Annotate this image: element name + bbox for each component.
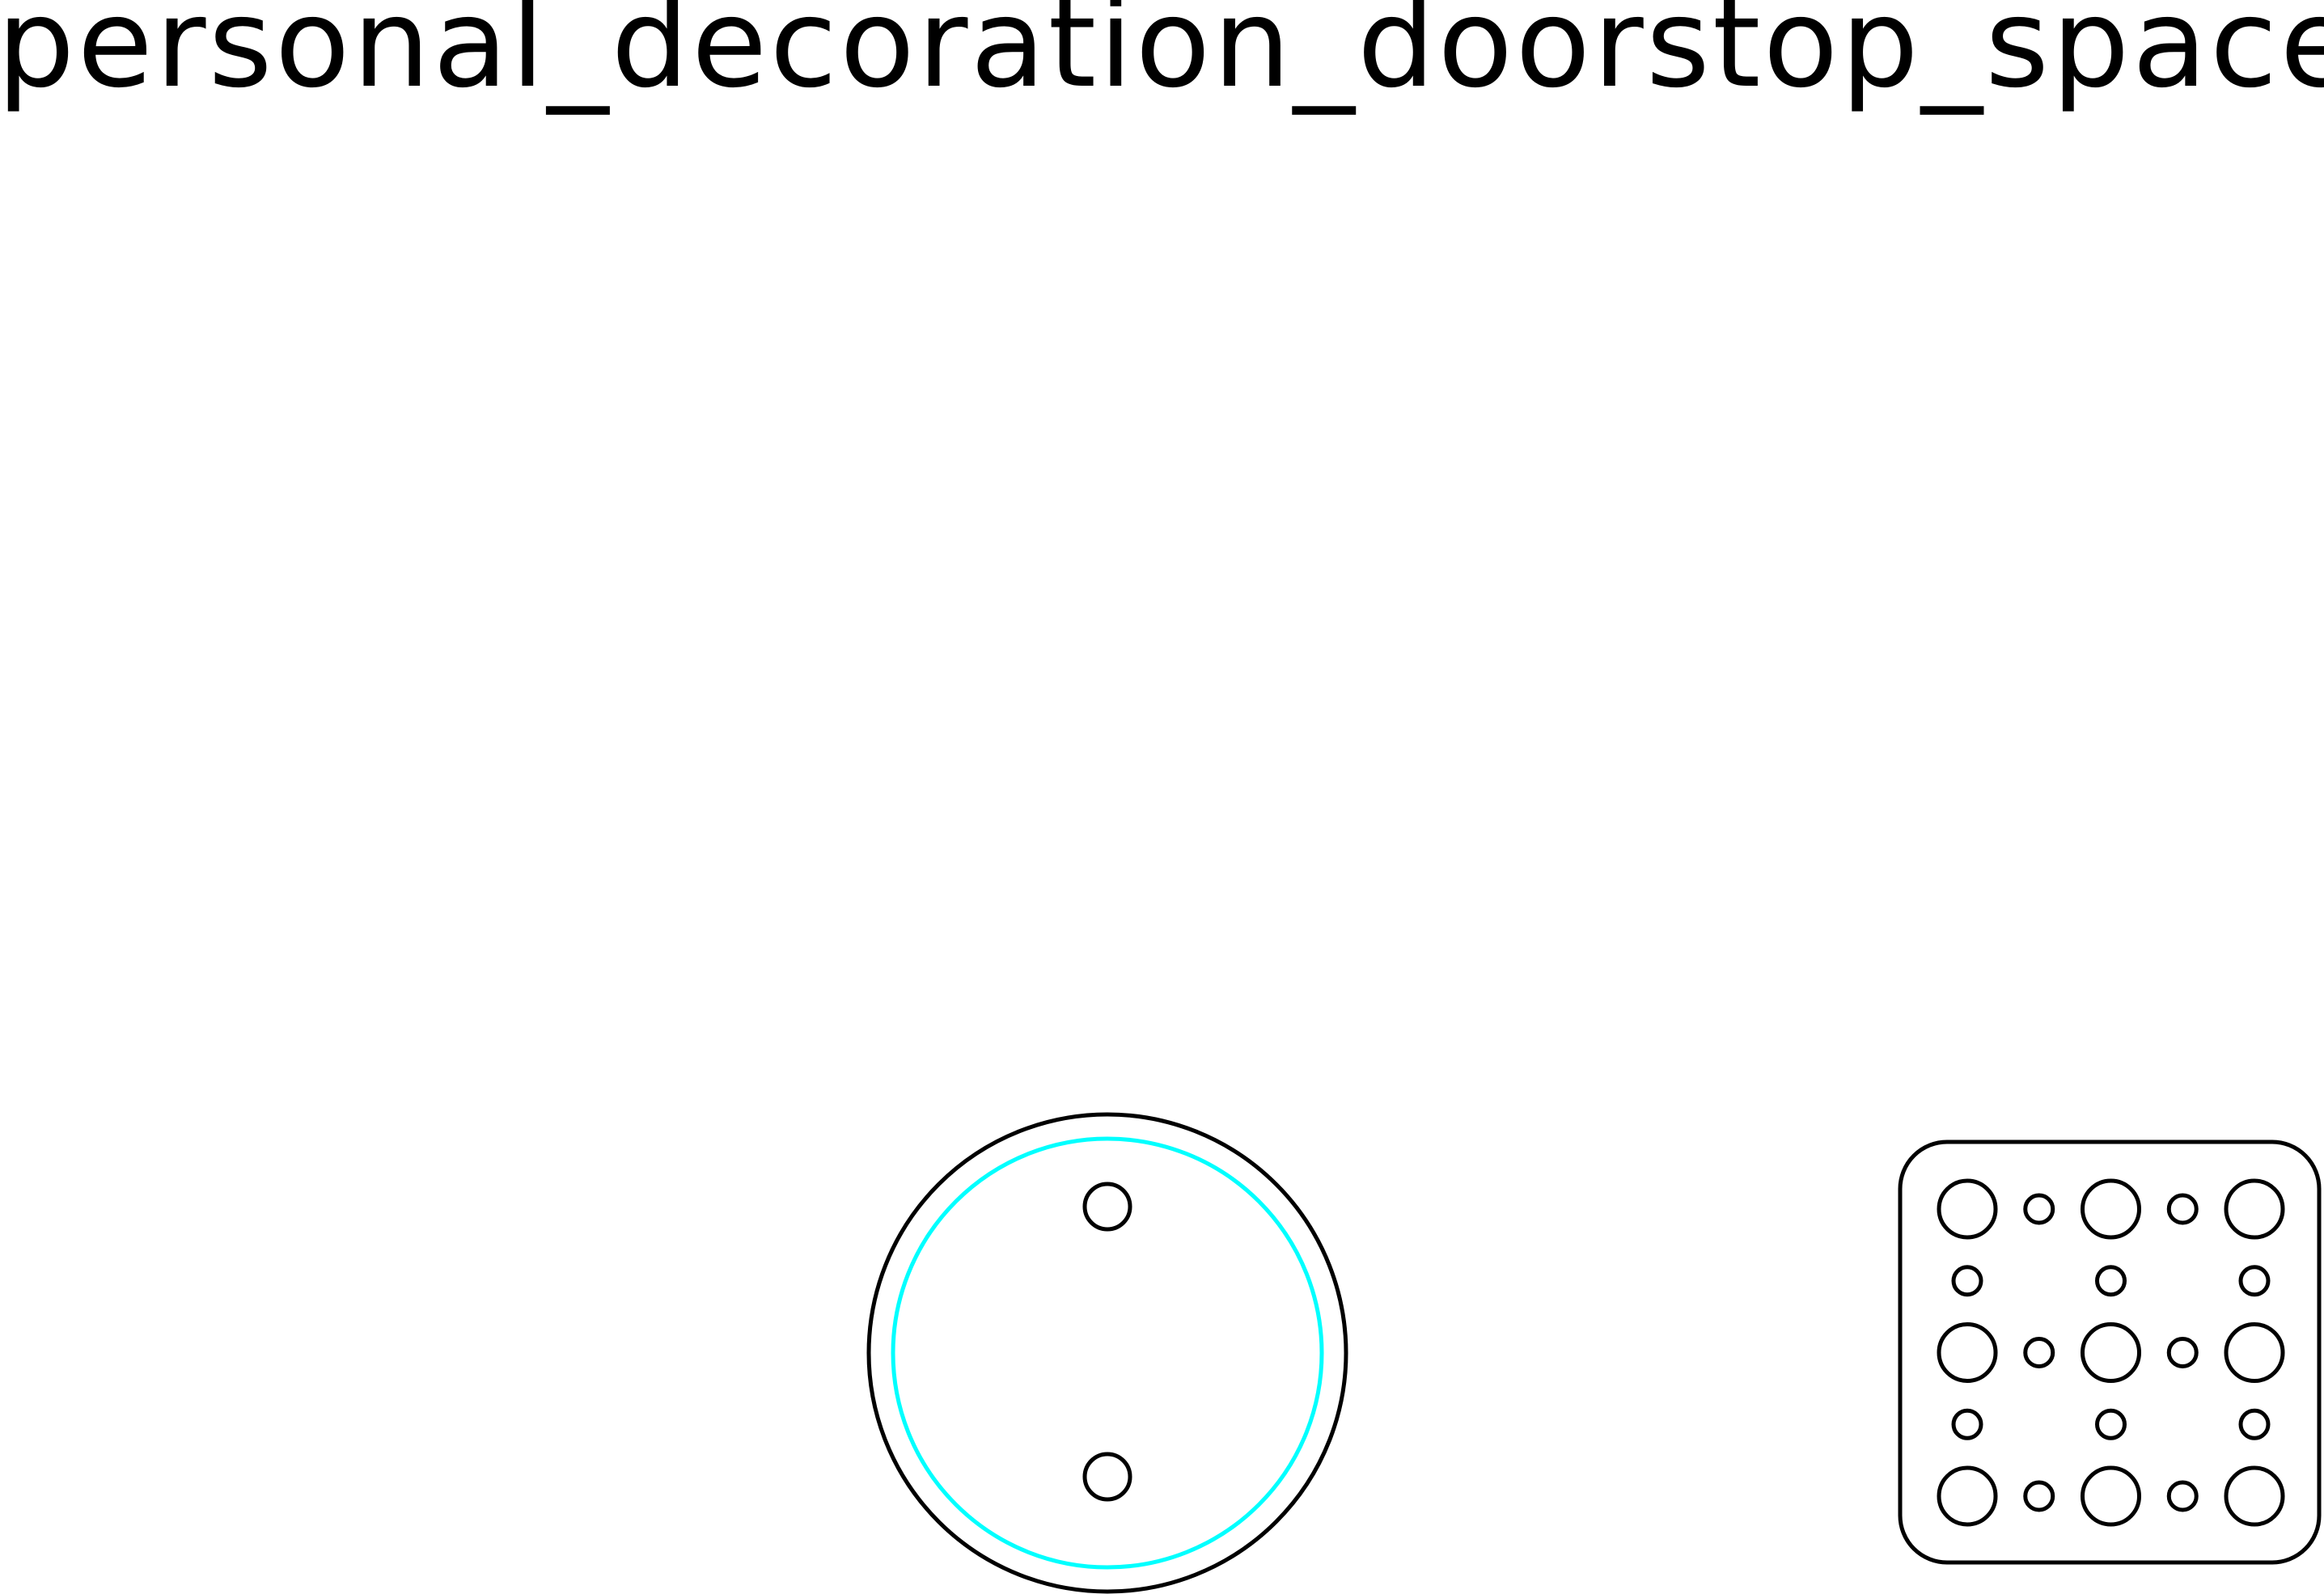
round-spacer-inner-ring xyxy=(891,1136,1324,1570)
plate-hole-small xyxy=(2238,1265,2271,1297)
plate-hole-small xyxy=(2095,1408,2127,1440)
plate-hole-small xyxy=(2166,1193,2199,1225)
plate-hole-small xyxy=(2166,1337,2199,1368)
plate-hole-large xyxy=(1937,1322,1998,1383)
plate-hole-small xyxy=(2023,1337,2055,1368)
plate-hole-small xyxy=(1951,1265,1983,1297)
plate-hole-small xyxy=(2023,1480,2055,1512)
page-title: personal_decoration_doorstop_spacer xyxy=(0,0,2324,115)
plate-hole-large xyxy=(2081,1322,2141,1383)
plate-hole-large xyxy=(1937,1465,1998,1527)
plate-hole-small xyxy=(2023,1193,2055,1225)
plate-hole-small xyxy=(1951,1408,1983,1440)
round-spacer-outer-outline xyxy=(866,1112,1348,1594)
square-plate-part xyxy=(1898,1139,2322,1565)
plate-hole-small xyxy=(2238,1408,2271,1440)
plate-hole-large xyxy=(2224,1322,2285,1383)
square-plate-outline xyxy=(1898,1139,2322,1565)
round-spacer-part xyxy=(866,1112,1348,1594)
plate-hole-large xyxy=(2224,1465,2285,1527)
plate-hole-large xyxy=(2224,1178,2285,1240)
round-spacer-hole-top xyxy=(1082,1182,1132,1232)
round-spacer-hole-bottom xyxy=(1082,1452,1132,1502)
square-plate-holes xyxy=(1937,1178,2285,1527)
plate-hole-large xyxy=(2081,1178,2141,1240)
plate-hole-small xyxy=(2166,1480,2199,1512)
plate-hole-small xyxy=(2095,1265,2127,1297)
plate-hole-large xyxy=(2081,1465,2141,1527)
plate-hole-large xyxy=(1937,1178,1998,1240)
